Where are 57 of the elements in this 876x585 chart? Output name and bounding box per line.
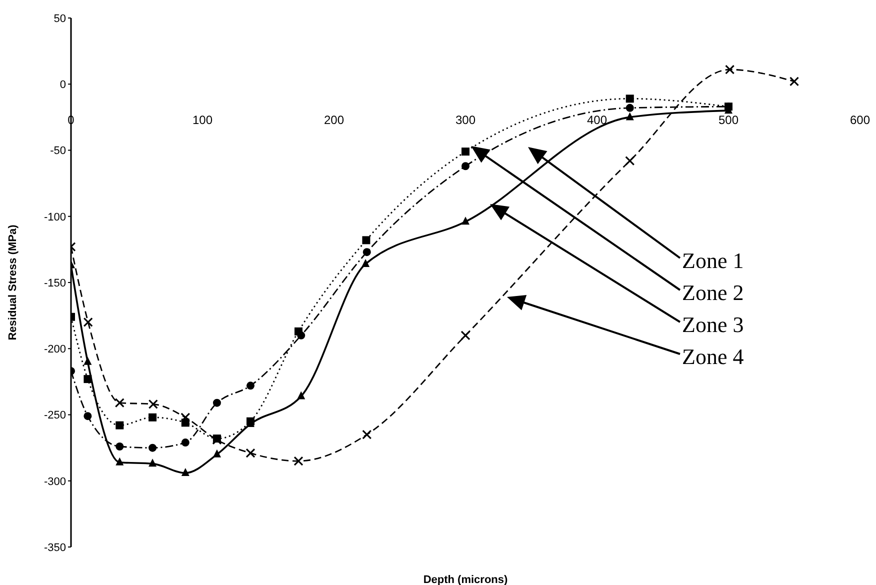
x-axis-title: Depth (microns)	[423, 574, 508, 585]
point	[181, 438, 190, 447]
point	[212, 449, 221, 458]
point	[83, 317, 93, 327]
point	[297, 391, 306, 400]
annotation: Zone 2	[682, 280, 744, 305]
x-tick-label: 600	[850, 113, 870, 128]
point	[362, 248, 371, 256]
point	[362, 258, 370, 267]
point	[789, 76, 800, 86]
point	[212, 398, 221, 407]
x-tick-label: 300	[455, 113, 476, 128]
point	[462, 216, 470, 225]
point	[84, 356, 92, 365]
y-tick-label: 50	[54, 12, 66, 25]
point	[148, 458, 157, 467]
point	[148, 444, 157, 452]
point	[362, 236, 370, 244]
y-tick-label: 0	[60, 79, 66, 92]
y-tick-label: -250	[44, 410, 66, 422]
point	[116, 421, 124, 430]
y-tick-label: -100	[44, 211, 66, 224]
y-axis-title: Residual Stress (MPa)	[6, 224, 19, 340]
point	[462, 162, 470, 170]
point	[725, 64, 735, 74]
point	[362, 430, 372, 440]
point	[116, 442, 124, 450]
point	[148, 413, 157, 422]
point	[626, 94, 634, 103]
point	[148, 399, 158, 409]
annotation: Zone 3	[682, 312, 744, 337]
point	[180, 412, 190, 422]
point	[462, 148, 470, 156]
point	[625, 156, 635, 166]
point	[626, 112, 634, 120]
point	[181, 468, 190, 476]
y-tick-label: -350	[44, 542, 66, 554]
point	[460, 330, 470, 340]
x-tick-label: 400	[586, 113, 608, 128]
point	[114, 398, 124, 408]
point	[116, 457, 124, 466]
annotation: Zone 1	[682, 248, 744, 273]
point	[246, 382, 254, 390]
y-tick-label: -300	[44, 476, 66, 488]
x-tick-label: 200	[324, 113, 344, 128]
y-tick-label: -200	[44, 344, 66, 356]
point	[294, 456, 304, 466]
point	[626, 104, 634, 112]
point	[84, 412, 92, 420]
point	[294, 327, 302, 336]
y-tick-label: -50	[50, 145, 66, 158]
point	[84, 375, 92, 384]
point	[246, 448, 256, 458]
annotation: Zone 4	[682, 344, 744, 369]
y-tick-label: -150	[44, 277, 66, 290]
x-tick-label: 500	[718, 113, 739, 128]
x-tick-label: 100	[192, 113, 213, 128]
